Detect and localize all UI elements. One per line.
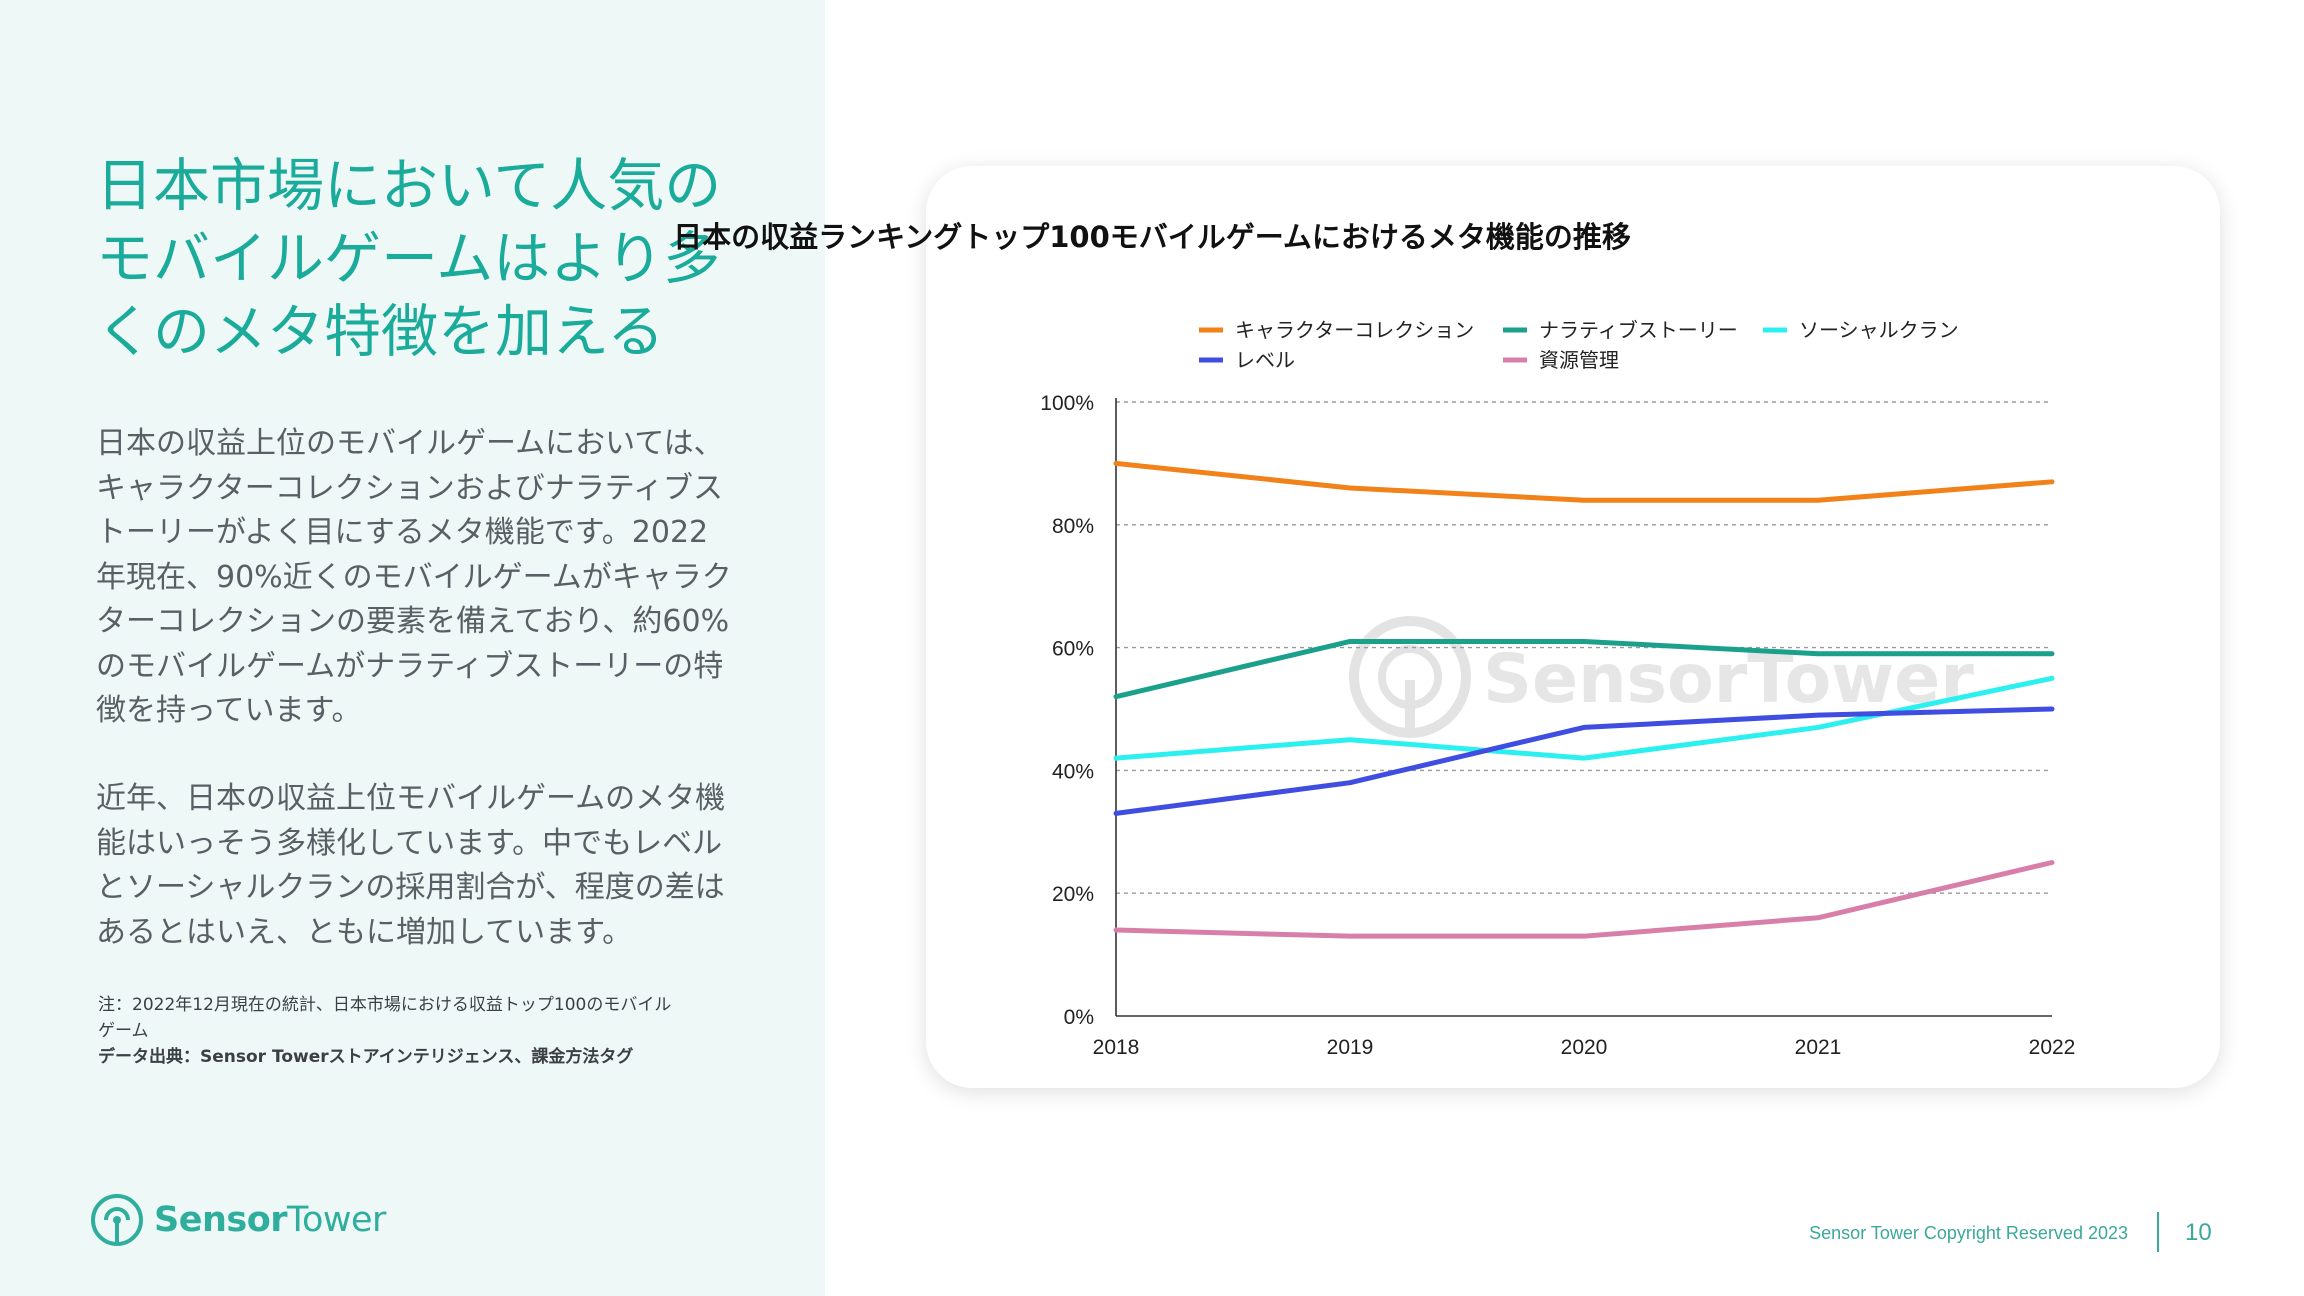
legend-label: ソーシャルクラン [1799,318,1959,342]
headline: 日本市場において人気の モバイルゲームはより多 くのメタ特徴を加える [96,150,756,369]
legend-label: 資源管理 [1539,348,1619,372]
legend-label: レベル [1235,348,1295,372]
body-line: 近年、日本の収益上位モバイルゲームのメタ機 [96,781,726,816]
x-tick-label: 2022 [2029,1036,2076,1059]
body-paragraph-1: 日本の収益上位のモバイルゲームにおいては、 キャラクターコレクションおよびナラテ… [96,422,756,734]
headline-line: モバイルゲームはより多 [96,226,721,292]
body-paragraph-2: 近年、日本の収益上位モバイルゲームのメタ機 能はいっそう多様化しています。中でも… [96,777,756,955]
x-tick-label: 2021 [1795,1036,1842,1059]
left-panel: 日本市場において人気の モバイルゲームはより多 くのメタ特徴を加える 日本の収益… [0,0,825,1296]
y-tick-label: 80% [1052,515,1094,538]
grid [1116,401,2052,894]
page-number: 10 [2185,1219,2212,1246]
note-line: ゲーム [98,1021,149,1041]
y-tick-label: 40% [1052,760,1094,783]
legend-label: ナラティブストーリー [1539,318,1738,342]
y-tick-label: 60% [1052,638,1094,661]
body-line: 徴を持っています。 [96,693,362,728]
logo-text-bold: Sensor [154,1200,288,1240]
sensor-tower-logo-icon [91,1194,143,1246]
headline-line: 日本市場において人気の [96,153,722,219]
body-line: キャラクターコレクションおよびナラティブス [96,470,723,506]
series-line [1113,860,2055,939]
body-line: とソーシャルクランの採用割合が、程度の差は [96,870,725,905]
body-line: あるとはいえ、ともに増加しています。 [96,914,633,950]
y-tick-label: 20% [1052,883,1094,906]
series-line [1113,706,2055,816]
body-line: 年現在、90%近くのモバイルゲームがキャラク [96,559,732,595]
x-tick-label: 2020 [1561,1036,1608,1059]
axes [1115,398,2052,1017]
body-line: のモバイルゲームがナラティブストーリーの特 [96,648,724,684]
body-line: 日本の収益上位のモバイルゲームにおいては、 [96,426,724,461]
chart-title: 日本の収益ランキングトップ100モバイルゲームにおけるメタ機能の推移 [673,220,1631,254]
y-axis-ticks: 0% 20% 40% 60% 80% 100% [1040,392,1094,1029]
series-lines [1113,460,2055,939]
data-source: データ出典：Sensor Towerストアインテリジェンス、課金方法タグ [98,1047,634,1067]
x-tick-label: 2019 [1327,1036,1374,1059]
logo-text-regular: Tower [287,1200,386,1240]
x-axis-ticks: 2018 2019 2020 2021 2022 [1093,1036,2076,1059]
y-tick-label: 0% [1064,1006,1094,1029]
footer-divider [2157,1212,2159,1252]
logo-text: SensorTower [154,1200,386,1240]
x-tick-label: 2018 [1093,1036,1140,1059]
y-tick-label: 100% [1040,392,1094,415]
footer-copyright: Sensor Tower Copyright Reserved 2023 [1809,1223,2128,1243]
headline-line: くのメタ特徴を加える [96,299,665,365]
body-line: トーリーがよく目にするメタ機能です。2022 [96,515,709,550]
series-line [1113,460,2055,503]
body-line: ターコレクションの要素を備えており、約60% [96,604,730,639]
notes: 注：2022年12月現在の統計、日本市場における収益トップ100のモバイル ゲー… [98,992,738,1070]
sensor-tower-logo: SensorTower [90,1190,386,1250]
body-line: 能はいっそう多様化しています。中でもレベル [96,825,723,861]
watermark: SensorTower [1349,616,1974,738]
note-line: 注：2022年12月現在の統計、日本市場における収益トップ100のモバイル [98,995,672,1015]
legend-label: キャラクターコレクション [1235,318,1474,342]
series-line [1113,638,2055,700]
